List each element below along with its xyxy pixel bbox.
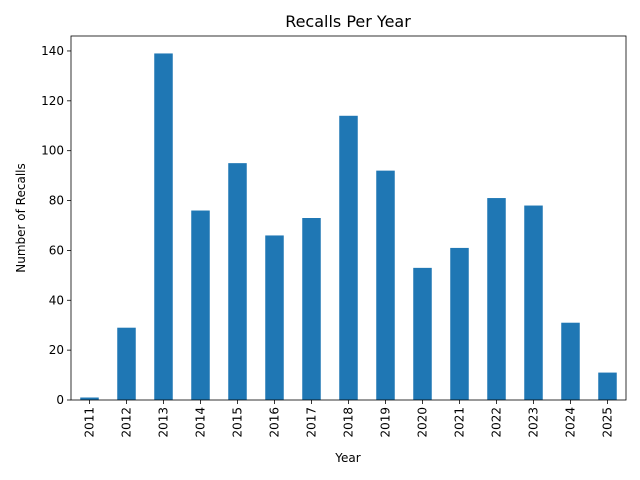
y-tick-label: 40 [49, 293, 64, 307]
x-tick-label: 2014 [194, 407, 208, 438]
plot-frame [70, 35, 627, 401]
y-tick-label: 80 [49, 194, 64, 208]
bar-2015 [228, 163, 247, 400]
bar-2023 [524, 205, 543, 400]
bar-2022 [487, 198, 506, 400]
bar-2018 [339, 115, 358, 400]
x-tick-label: 2011 [83, 407, 97, 438]
x-tick-label: 2019 [379, 407, 393, 438]
y-tick-label: 60 [49, 243, 64, 257]
bar-2025 [598, 372, 617, 400]
x-axis-ticks: 2011 2012 2013 2014 2015 2016 2017 2018 2019 2020… [83, 400, 615, 438]
x-tick-label: 2012 [120, 407, 134, 438]
x-tick-label: 2018 [342, 407, 356, 438]
bar-2013 [154, 53, 173, 400]
x-tick-label: 2023 [527, 407, 541, 438]
y-tick-label: 0 [56, 393, 64, 407]
x-tick-label: 2013 [157, 407, 171, 438]
bar-2014 [191, 210, 210, 400]
bar-2020 [413, 267, 432, 400]
y-tick-label: 140 [41, 44, 64, 58]
y-axis-label: Number of Recalls [14, 163, 28, 272]
y-tick-label: 120 [41, 94, 64, 108]
y-tick-label: 20 [49, 343, 64, 357]
x-tick-label: 2020 [416, 407, 430, 438]
x-tick-label: 2015 [231, 407, 245, 438]
chart-title: Recalls Per Year [285, 12, 411, 31]
y-axis-ticks: 0 20 40 60 80 100 120 140 [41, 44, 71, 407]
x-tick-label: 2021 [453, 407, 467, 438]
x-tick-label: 2017 [305, 407, 319, 438]
x-axis-label: Year [334, 451, 360, 465]
bar-2024 [561, 322, 580, 400]
bar-2017 [302, 218, 321, 400]
x-tick-label: 2022 [490, 407, 504, 438]
bar-2016 [265, 235, 284, 400]
bar-2019 [376, 170, 395, 400]
bar-2011 [80, 397, 99, 400]
bar-2021 [450, 247, 469, 400]
x-tick-label: 2025 [601, 407, 615, 438]
y-tick-label: 100 [41, 144, 64, 158]
x-tick-label: 2024 [564, 407, 578, 438]
bars-group [80, 53, 617, 400]
x-tick-label: 2016 [268, 407, 282, 438]
bar-2012 [117, 327, 136, 400]
